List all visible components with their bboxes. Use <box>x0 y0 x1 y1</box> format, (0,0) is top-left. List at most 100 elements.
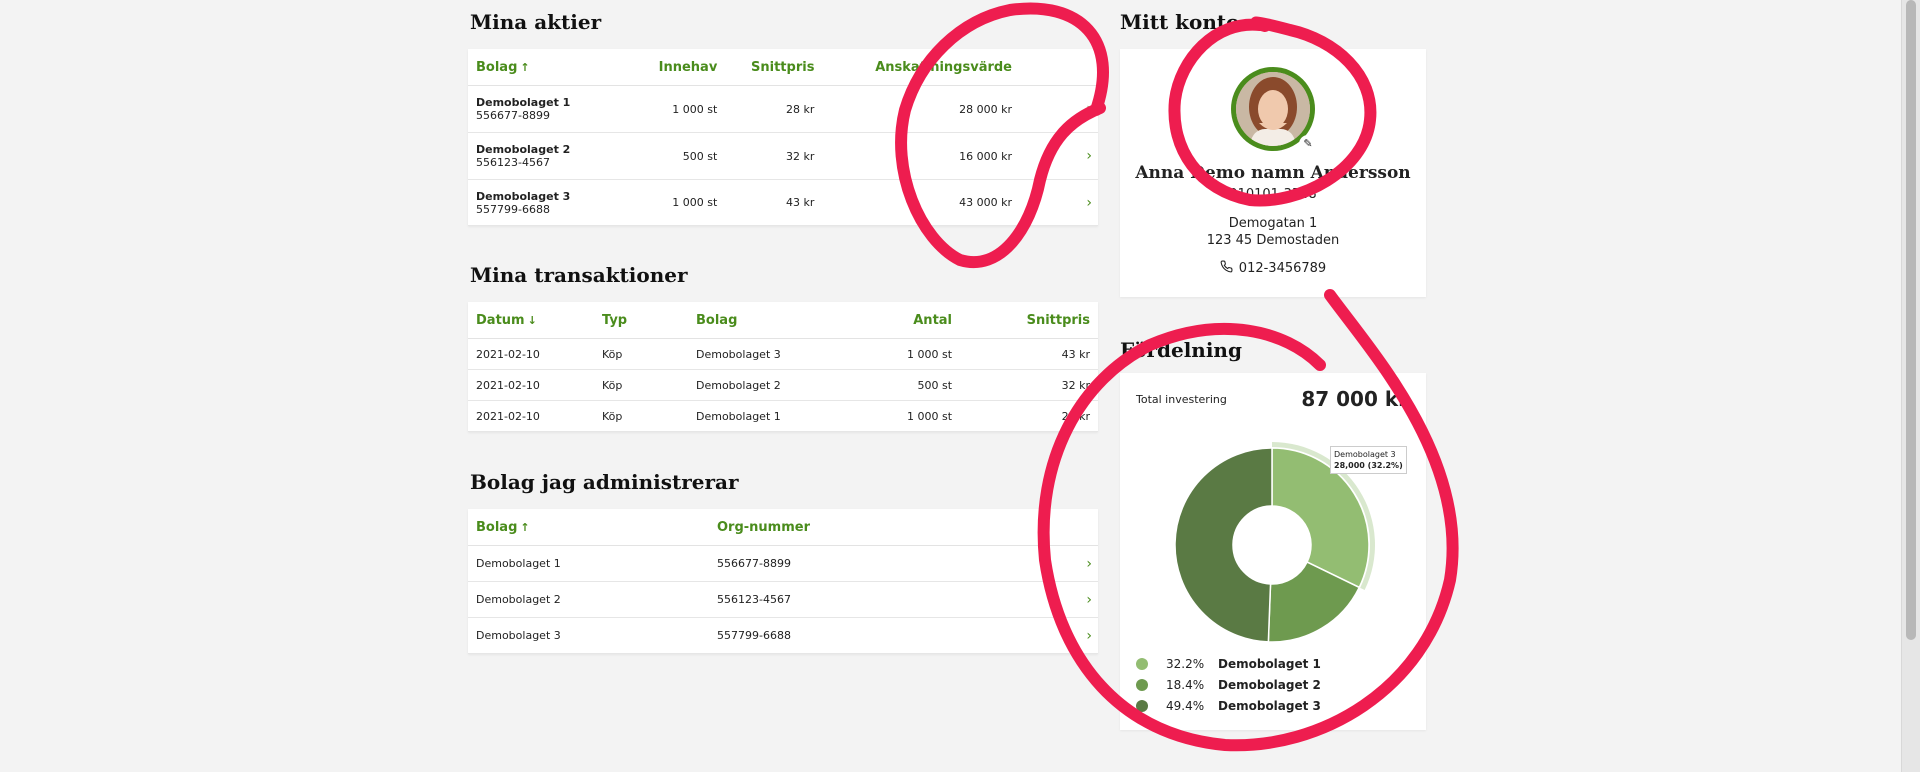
count-cell: 1 000 st <box>854 338 961 370</box>
phone-number: 012-3456789 <box>1238 261 1327 276</box>
avatar[interactable]: ✎ <box>1231 67 1317 153</box>
avg-price-value: 32 kr <box>725 132 823 180</box>
table-row[interactable]: Demobolaget 3 557799-6688 1 000 st 43 kr … <box>468 179 1098 226</box>
distribution-title: Fördelning <box>1120 338 1242 362</box>
col-company[interactable]: Bolag ↑ <box>468 49 634 86</box>
type-cell: Köp <box>594 369 688 401</box>
date-cell: 2021-02-10 <box>468 338 594 370</box>
col-acquisition[interactable]: Anskaffningsvärde <box>822 49 1068 86</box>
count-cell: 500 st <box>854 369 961 401</box>
street-address: Demogatan 1 <box>1228 216 1318 231</box>
tooltip-name: Demobolaget 3 <box>1334 450 1396 459</box>
org-number: 556677-8899 <box>476 109 550 122</box>
chevron-right-icon[interactable]: › <box>1068 132 1098 180</box>
pencil-icon[interactable]: ✎ <box>1299 135 1317 153</box>
chevron-right-icon[interactable]: › <box>1068 581 1098 618</box>
col-company-label: Bolag <box>476 519 518 535</box>
transactions-title: Mina transaktioner <box>470 263 688 287</box>
company-name: Demobolaget 1 <box>476 96 571 109</box>
distribution-card: Total investering 87 000 kr Demobolaget … <box>1120 373 1426 730</box>
avg-price-cell: 43 kr <box>960 338 1098 370</box>
table-row[interactable]: Demobolaget 2 556123-4567 › <box>468 581 1098 618</box>
chart-tooltip: Demobolaget 3 28,000 (32.2%) <box>1330 446 1407 474</box>
holdings-card: Bolag ↑ Innehav Snittpris Anskaffningsvär… <box>468 49 1098 226</box>
company-cell: Demobolaget 3 <box>468 617 709 654</box>
table-row[interactable]: 2021-02-10 Köp Demobolaget 2 500 st 32 k… <box>468 369 1098 401</box>
col-company[interactable]: Bolag ↑ <box>468 509 709 546</box>
legend-dot <box>1136 699 1148 712</box>
acquisition-value: 28 000 kr <box>822 85 1068 133</box>
avg-price-cell: 32 kr <box>960 369 1098 401</box>
col-date-label: Datum <box>476 312 525 328</box>
table-row[interactable]: Demobolaget 2 556123-4567 500 st 32 kr 16… <box>468 132 1098 180</box>
date-cell: 2021-02-10 <box>468 400 594 432</box>
legend-label: Demobolaget 1 <box>1218 656 1321 671</box>
col-count[interactable]: Antal <box>854 302 961 339</box>
col-avg-price[interactable]: Snittpris <box>725 49 823 86</box>
legend-item[interactable]: 49.4% Demobolaget 3 <box>1136 695 1321 716</box>
holding-value: 1 000 st <box>634 85 726 133</box>
company-name: Demobolaget 2 <box>476 143 571 156</box>
page-scrollbar[interactable] <box>1901 0 1920 772</box>
company-cell: Demobolaget 2 <box>468 581 709 618</box>
account-name: Anna Demo namn Andersson <box>1135 163 1411 183</box>
col-company-label: Bolag <box>476 59 518 75</box>
col-arrow <box>1068 509 1098 546</box>
company-cell: Demobolaget 2 <box>688 369 854 401</box>
account-title: Mitt konto <box>1120 10 1240 34</box>
org-number: 556123-4567 <box>476 156 550 169</box>
donut-slice-3[interactable] <box>1174 447 1273 643</box>
legend-label: Demobolaget 2 <box>1218 677 1321 692</box>
col-holding[interactable]: Innehav <box>634 49 726 86</box>
table-row[interactable]: 2021-02-10 Köp Demobolaget 1 1 000 st 28… <box>468 400 1098 432</box>
legend-item[interactable]: 18.4% Demobolaget 2 <box>1136 674 1321 695</box>
table-row[interactable]: Demobolaget 3 557799-6688 › <box>468 617 1098 654</box>
tooltip-value: 28,000 (32.2%) <box>1334 461 1403 470</box>
table-row[interactable]: 2021-02-10 Köp Demobolaget 3 1 000 st 43… <box>468 338 1098 370</box>
legend-percent: 49.4% <box>1166 698 1205 713</box>
company-cell: Demobolaget 3 <box>688 338 854 370</box>
org-cell: 556123-4567 <box>709 581 1068 618</box>
chart-legend: 32.2% Demobolaget 1 18.4% Demobolaget 2 … <box>1136 653 1321 716</box>
table-row[interactable]: Demobolaget 1 556677-8899 › <box>468 545 1098 582</box>
avg-price-cell: 28 kr <box>960 400 1098 432</box>
org-cell: 556677-8899 <box>709 545 1068 582</box>
account-card: ✎ Anna Demo namn Andersson 010101-3548 D… <box>1120 49 1426 297</box>
total-label: Total investering <box>1136 393 1227 406</box>
type-cell: Köp <box>594 338 688 370</box>
chevron-right-icon[interactable]: › <box>1068 179 1098 226</box>
holdings-title: Mina aktier <box>470 10 602 34</box>
total-value: 87 000 kr <box>1301 387 1408 411</box>
administered-card: Bolag ↑ Org-nummer Demobolaget 1 556677-8… <box>468 509 1098 654</box>
col-company[interactable]: Bolag <box>688 302 854 339</box>
company-cell: Demobolaget 1 <box>688 400 854 432</box>
col-avg-price[interactable]: Snittpris <box>960 302 1098 339</box>
col-arrow <box>1068 49 1098 86</box>
org-cell: 557799-6688 <box>709 617 1068 654</box>
phone-row[interactable]: 012-3456789 <box>1120 260 1426 277</box>
sort-up-icon: ↑ <box>520 60 530 74</box>
holdings-table: Bolag ↑ Innehav Snittpris Anskaffningsvär… <box>468 49 1098 226</box>
col-org-number[interactable]: Org-nummer <box>709 509 1068 546</box>
transactions-card: Datum ↓ Typ Bolag Antal Snittpris 2021-02… <box>468 302 1098 432</box>
chevron-right-icon[interactable]: › <box>1068 85 1098 133</box>
type-cell: Köp <box>594 400 688 432</box>
chevron-right-icon[interactable]: › <box>1068 617 1098 654</box>
org-number: 557799-6688 <box>476 202 550 216</box>
col-type[interactable]: Typ <box>594 302 688 339</box>
col-date[interactable]: Datum ↓ <box>468 302 594 339</box>
postal-address: 123 45 Demostaden <box>1206 233 1340 248</box>
acquisition-value: 16 000 kr <box>822 132 1068 180</box>
table-row[interactable]: Demobolaget 1 556677-8899 1 000 st 28 kr … <box>468 85 1098 133</box>
scrollbar-thumb[interactable] <box>1906 0 1916 640</box>
holding-value: 1 000 st <box>634 179 726 226</box>
personal-id: 010101-3548 <box>1229 187 1317 202</box>
chevron-right-icon[interactable]: › <box>1068 545 1098 582</box>
legend-item[interactable]: 32.2% Demobolaget 1 <box>1136 653 1321 674</box>
avg-price-value: 28 kr <box>725 85 823 133</box>
holding-value: 500 st <box>634 132 726 180</box>
transactions-table: Datum ↓ Typ Bolag Antal Snittpris 2021-02… <box>468 302 1098 432</box>
acquisition-value: 43 000 kr <box>822 179 1068 226</box>
phone-icon <box>1220 260 1233 277</box>
legend-dot <box>1136 657 1148 670</box>
